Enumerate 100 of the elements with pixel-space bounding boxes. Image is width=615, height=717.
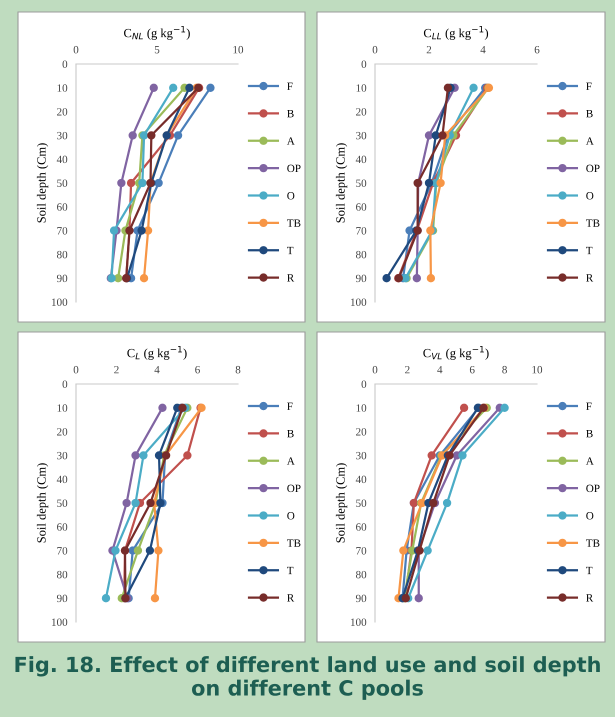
y-tick-label: 90: [356, 594, 366, 602]
legend-label: TB: [586, 219, 600, 227]
x-tick-label: 0: [74, 46, 78, 54]
y-tick-label: 60: [356, 523, 366, 531]
y-tick-label: 70: [57, 227, 68, 235]
legend-label: O: [586, 512, 594, 520]
y-tick-label: 20: [356, 428, 366, 436]
x-tick-label: 0: [372, 46, 378, 54]
legend-label: OP: [586, 164, 600, 172]
y-tick-label: 70: [356, 227, 366, 235]
x-axis-title: C$_{NL}$ (g kg$^{−1}$): [124, 26, 190, 40]
y-tick-label: 50: [356, 499, 366, 507]
legend-label: OP: [287, 164, 301, 172]
legend-label: F: [287, 402, 293, 410]
y-tick-label: 100: [52, 618, 68, 626]
y-tick-label: 40: [356, 156, 366, 164]
y-tick-label: 60: [356, 203, 366, 211]
legend-label: T: [286, 246, 294, 254]
legend-label: B: [287, 110, 294, 118]
y-tick-label: 10: [356, 404, 366, 412]
y-tick-label: 0: [62, 60, 68, 68]
y-tick-label: 50: [57, 499, 68, 507]
y-tick-label: 10: [58, 404, 68, 412]
y-tick-label: 60: [57, 523, 68, 531]
x-tick-label: 6: [470, 366, 475, 374]
legend-label: R: [287, 594, 294, 602]
x-tick-label: 10: [532, 366, 542, 374]
x-tick-label: 2: [114, 366, 119, 374]
x-tick-label: 0: [74, 366, 78, 374]
legend-label: F: [586, 82, 592, 90]
y-tick-label: 60: [57, 203, 68, 211]
legend-label: B: [586, 110, 593, 118]
legend-label: O: [586, 192, 594, 200]
y-tick-label: 40: [356, 476, 366, 484]
y-tick-label: 100: [350, 618, 366, 626]
y-tick-label: 50: [356, 179, 366, 187]
legend-label: A: [286, 457, 295, 465]
y-axis-title: Soil depth (Cm): [336, 463, 348, 542]
y-tick-label: 20: [57, 108, 68, 116]
legend-label: A: [586, 457, 594, 465]
legend-label: T: [586, 566, 592, 574]
legend-label: R: [287, 274, 294, 282]
y-tick-label: 0: [62, 380, 68, 388]
legend-label: B: [586, 430, 593, 438]
legend-label: R: [586, 274, 594, 282]
legend-label: TB: [586, 539, 600, 547]
legend-label: F: [586, 402, 592, 410]
x-tick-label: 0: [372, 366, 378, 374]
legend-label: B: [287, 430, 294, 438]
legend-label: F: [287, 82, 293, 90]
x-tick-label: 2: [426, 46, 432, 54]
legend-label: OP: [586, 484, 600, 492]
x-tick-label: 6: [195, 366, 200, 374]
y-axis-title: Soil depth (Cm): [336, 143, 348, 222]
y-tick-label: 70: [356, 547, 366, 555]
legend-label: O: [287, 192, 294, 200]
x-axis-title: C$_{VL}$ (g kg$^{−1}$): [423, 346, 489, 360]
y-tick-label: 10: [58, 84, 68, 92]
legend-label: A: [586, 137, 594, 145]
y-tick-label: 90: [56, 594, 68, 602]
legend-label: T: [586, 246, 592, 254]
y-axis-title: Soil depth (Cm): [36, 463, 48, 542]
y-tick-label: 80: [356, 250, 366, 258]
y-tick-label: 20: [356, 108, 366, 116]
y-tick-label: 20: [57, 428, 68, 436]
x-tick-label: 5: [154, 46, 160, 54]
y-tick-label: 40: [56, 156, 68, 164]
y-tick-label: 90: [356, 274, 366, 282]
y-tick-label: 80: [356, 570, 366, 578]
y-tick-label: 30: [356, 132, 366, 140]
x-axis-title: C$_{LL}$ (g kg$^{−1}$): [424, 26, 488, 40]
caption: Fig. 18. Effect of different land use and soil depth on different C pools: [15, 656, 600, 700]
x-tick-label: 6: [534, 46, 540, 54]
y-tick-label: 0: [362, 60, 366, 68]
legend-label: OP: [287, 484, 301, 492]
y-tick-label: 10: [356, 84, 366, 92]
x-tick-label: 8: [502, 366, 507, 374]
legend-label: A: [286, 137, 295, 145]
legend-label: O: [287, 512, 294, 520]
legend-label: T: [286, 566, 294, 574]
y-tick-label: 80: [56, 570, 68, 578]
legend-label: TB: [286, 219, 300, 227]
y-tick-label: 30: [57, 452, 68, 460]
y-tick-label: 90: [56, 274, 68, 282]
legend-label: R: [586, 594, 594, 602]
x-tick-label: 10: [233, 46, 244, 54]
y-tick-label: 50: [57, 179, 68, 187]
y-tick-label: 70: [57, 547, 68, 555]
x-tick-label: 8: [236, 366, 240, 374]
y-tick-label: 30: [356, 452, 366, 460]
y-tick-label: 30: [57, 132, 68, 140]
x-tick-label: 4: [437, 366, 442, 374]
y-tick-label: 100: [52, 298, 68, 306]
x-tick-label: 4: [154, 366, 160, 374]
y-tick-label: 0: [362, 380, 366, 388]
x-tick-label: 4: [480, 46, 486, 54]
legend-label: TB: [286, 539, 300, 547]
y-axis-title: Soil depth (Cm): [36, 143, 48, 222]
y-tick-label: 100: [350, 298, 366, 306]
x-axis-title: C$_{L}$ (g kg$^{−1}$): [127, 346, 187, 360]
